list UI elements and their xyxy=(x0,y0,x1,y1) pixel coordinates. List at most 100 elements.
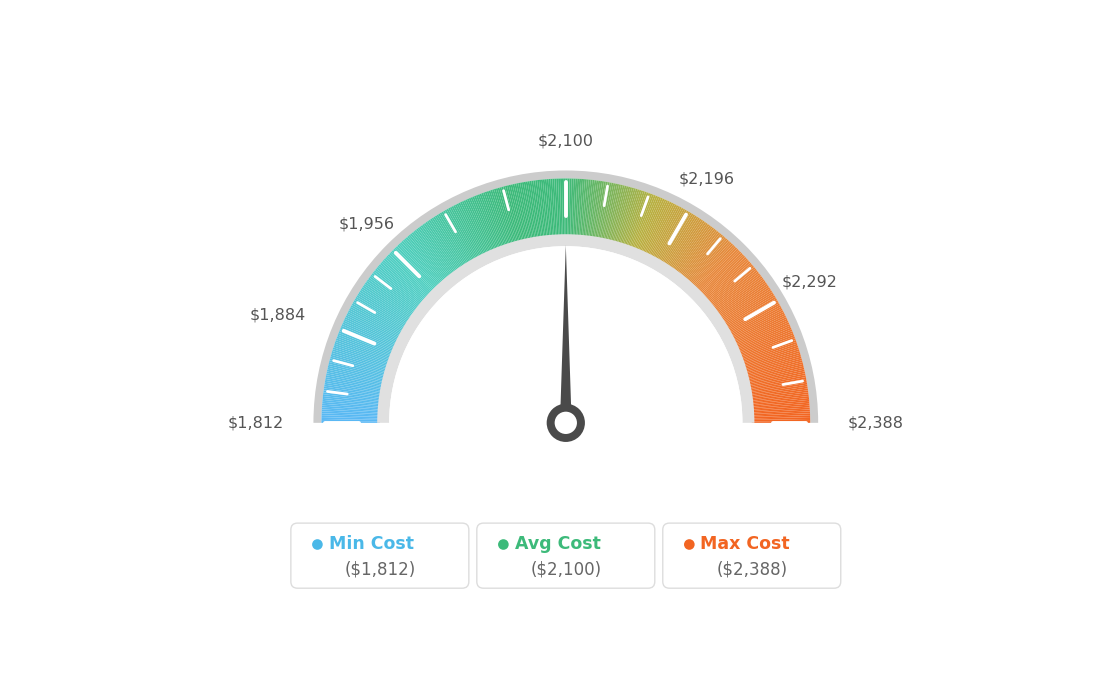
Wedge shape xyxy=(343,321,397,346)
Wedge shape xyxy=(739,333,794,356)
Circle shape xyxy=(684,539,694,550)
Wedge shape xyxy=(487,191,507,247)
Wedge shape xyxy=(624,190,644,246)
Wedge shape xyxy=(710,268,756,306)
Wedge shape xyxy=(752,411,810,415)
Wedge shape xyxy=(323,391,382,400)
Wedge shape xyxy=(749,377,806,389)
Wedge shape xyxy=(701,255,745,297)
Wedge shape xyxy=(646,203,673,256)
Wedge shape xyxy=(705,262,751,301)
Wedge shape xyxy=(597,182,609,240)
Wedge shape xyxy=(631,194,654,249)
Wedge shape xyxy=(359,292,408,324)
Wedge shape xyxy=(643,200,668,254)
Wedge shape xyxy=(476,195,499,250)
Wedge shape xyxy=(700,254,744,295)
Wedge shape xyxy=(326,373,384,386)
Wedge shape xyxy=(656,208,686,261)
Wedge shape xyxy=(322,396,381,404)
Wedge shape xyxy=(417,228,454,275)
Wedge shape xyxy=(676,225,711,273)
Wedge shape xyxy=(335,342,391,363)
Wedge shape xyxy=(633,195,656,250)
Wedge shape xyxy=(752,415,810,418)
Wedge shape xyxy=(340,328,394,352)
Wedge shape xyxy=(752,408,810,413)
Wedge shape xyxy=(733,315,786,342)
Wedge shape xyxy=(737,329,793,353)
Wedge shape xyxy=(587,180,596,238)
Wedge shape xyxy=(552,179,558,237)
Wedge shape xyxy=(696,247,737,290)
Wedge shape xyxy=(539,179,546,238)
Wedge shape xyxy=(578,179,585,237)
Wedge shape xyxy=(636,197,659,251)
Wedge shape xyxy=(751,402,809,408)
Wedge shape xyxy=(449,207,479,259)
Wedge shape xyxy=(659,212,690,263)
Wedge shape xyxy=(641,199,667,253)
Wedge shape xyxy=(585,179,593,238)
Wedge shape xyxy=(322,394,381,402)
Wedge shape xyxy=(424,223,459,272)
Text: $2,292: $2,292 xyxy=(782,275,838,290)
Text: ($2,100): ($2,100) xyxy=(530,560,602,578)
Wedge shape xyxy=(714,276,763,313)
Text: $2,388: $2,388 xyxy=(848,415,903,431)
Wedge shape xyxy=(692,244,733,287)
Wedge shape xyxy=(420,226,455,274)
Wedge shape xyxy=(737,328,792,352)
Wedge shape xyxy=(337,337,392,359)
Wedge shape xyxy=(481,193,502,248)
Wedge shape xyxy=(505,186,521,243)
Wedge shape xyxy=(644,201,670,255)
Wedge shape xyxy=(332,349,389,368)
Wedge shape xyxy=(565,179,567,237)
Wedge shape xyxy=(395,246,437,289)
Wedge shape xyxy=(347,312,400,339)
Wedge shape xyxy=(718,282,767,317)
Wedge shape xyxy=(686,236,724,282)
Wedge shape xyxy=(393,248,435,291)
Wedge shape xyxy=(332,347,389,367)
Wedge shape xyxy=(752,419,810,422)
Wedge shape xyxy=(627,193,648,248)
Wedge shape xyxy=(751,404,809,410)
Wedge shape xyxy=(360,290,410,323)
Wedge shape xyxy=(570,179,573,237)
Wedge shape xyxy=(682,232,720,279)
Wedge shape xyxy=(522,182,534,240)
Wedge shape xyxy=(731,310,784,338)
Wedge shape xyxy=(427,221,461,270)
Wedge shape xyxy=(410,233,448,279)
Wedge shape xyxy=(728,304,779,333)
Wedge shape xyxy=(562,179,564,237)
Text: $2,196: $2,196 xyxy=(679,172,734,186)
Wedge shape xyxy=(671,221,707,270)
Wedge shape xyxy=(341,326,395,351)
Wedge shape xyxy=(679,228,715,276)
Wedge shape xyxy=(746,366,804,381)
Wedge shape xyxy=(416,228,453,276)
Wedge shape xyxy=(358,293,408,326)
Wedge shape xyxy=(363,284,413,318)
Wedge shape xyxy=(331,353,388,371)
Wedge shape xyxy=(713,273,760,310)
Wedge shape xyxy=(501,186,518,244)
Wedge shape xyxy=(590,180,598,239)
Wedge shape xyxy=(353,300,405,331)
Wedge shape xyxy=(322,404,381,410)
Wedge shape xyxy=(421,225,456,273)
Wedge shape xyxy=(478,194,500,249)
Wedge shape xyxy=(741,340,796,362)
Wedge shape xyxy=(730,308,783,337)
Wedge shape xyxy=(689,239,729,284)
Wedge shape xyxy=(586,180,595,238)
Wedge shape xyxy=(346,315,399,342)
Wedge shape xyxy=(743,351,800,370)
Wedge shape xyxy=(526,181,537,239)
Wedge shape xyxy=(637,197,661,252)
Wedge shape xyxy=(752,409,810,414)
Wedge shape xyxy=(465,199,490,253)
